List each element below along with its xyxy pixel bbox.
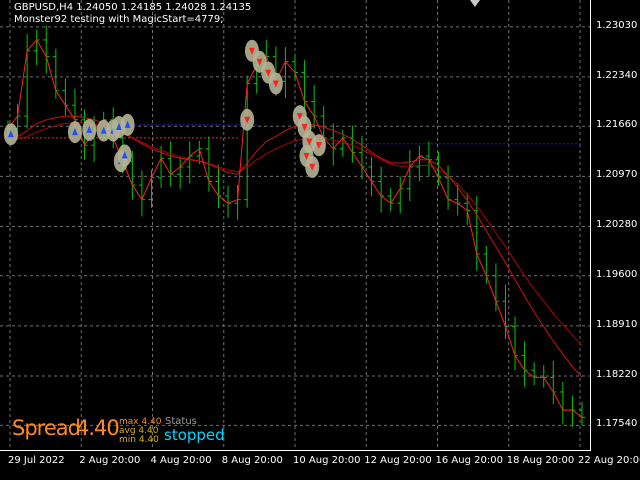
buy-arrow-icon[interactable] <box>7 130 14 138</box>
date-axis-label: 8 Aug 20:00 <box>221 455 283 466</box>
price-axis-label: 1.23030 <box>596 19 638 31</box>
date-axis-label: 18 Aug 20:00 <box>506 455 575 466</box>
price-axis-label: 1.19600 <box>596 268 638 280</box>
spread-value: 4.40 <box>76 416 120 440</box>
buy-arrow-icon[interactable] <box>124 120 131 128</box>
price-axis-label: 1.20280 <box>596 219 638 231</box>
price-axis-label: 1.18220 <box>596 368 638 380</box>
date-axis-label: 12 Aug 20:00 <box>364 455 432 466</box>
ea-info: Monster92 testing with MagicStart=4779; <box>14 14 224 25</box>
buy-arrow-icon[interactable] <box>115 123 122 131</box>
sell-arrow-icon[interactable] <box>303 153 310 161</box>
price-axis-label: 1.22340 <box>596 69 638 81</box>
status-label: Status <box>165 416 197 427</box>
buy-arrow-icon[interactable] <box>86 125 93 133</box>
spread-label: Spread <box>12 416 81 440</box>
spread-avg: avg 4.40 <box>119 426 159 436</box>
chart-shift-marker-icon[interactable] <box>470 0 480 7</box>
price-axis-label: 1.20970 <box>596 169 638 181</box>
price-axis-label: 1.17540 <box>596 418 638 430</box>
date-axis-label: 10 Aug 20:00 <box>293 455 361 466</box>
sell-arrow-icon[interactable] <box>301 124 308 132</box>
date-axis-label: 16 Aug 20:00 <box>435 455 503 466</box>
sell-arrow-icon[interactable] <box>309 163 316 171</box>
sell-arrow-icon[interactable] <box>296 113 303 121</box>
date-axis-label: 29 Jul 2022 <box>8 455 65 466</box>
price-axis-label: 1.21660 <box>596 119 638 131</box>
sell-arrow-icon[interactable] <box>256 58 263 66</box>
sell-arrow-icon[interactable] <box>244 116 251 124</box>
buy-arrow-icon[interactable] <box>71 128 78 136</box>
symbol-info: GBPUSD,H4 1.24050 1.24185 1.24028 1.2413… <box>14 2 252 13</box>
trade-layer[interactable] <box>3 39 326 178</box>
sell-arrow-icon[interactable] <box>272 80 279 88</box>
date-axis-label: 22 Aug 20:00 <box>578 455 640 466</box>
spread-max: max 4.40 <box>119 417 162 427</box>
sell-arrow-icon[interactable] <box>315 142 322 150</box>
date-axis-label: 2 Aug 20:00 <box>79 455 141 466</box>
date-axis-label: 4 Aug 20:00 <box>150 455 212 466</box>
candle-layer <box>5 25 585 427</box>
sell-arrow-icon[interactable] <box>265 69 272 77</box>
price-axis-label: 1.18910 <box>596 318 638 330</box>
buy-arrow-icon[interactable] <box>121 151 128 159</box>
sell-arrow-icon[interactable] <box>306 138 313 146</box>
spread-min: min 4.40 <box>119 435 159 445</box>
buy-arrow-icon[interactable] <box>100 126 107 134</box>
status-value: stopped <box>164 426 225 444</box>
sell-arrow-icon[interactable] <box>248 47 255 55</box>
